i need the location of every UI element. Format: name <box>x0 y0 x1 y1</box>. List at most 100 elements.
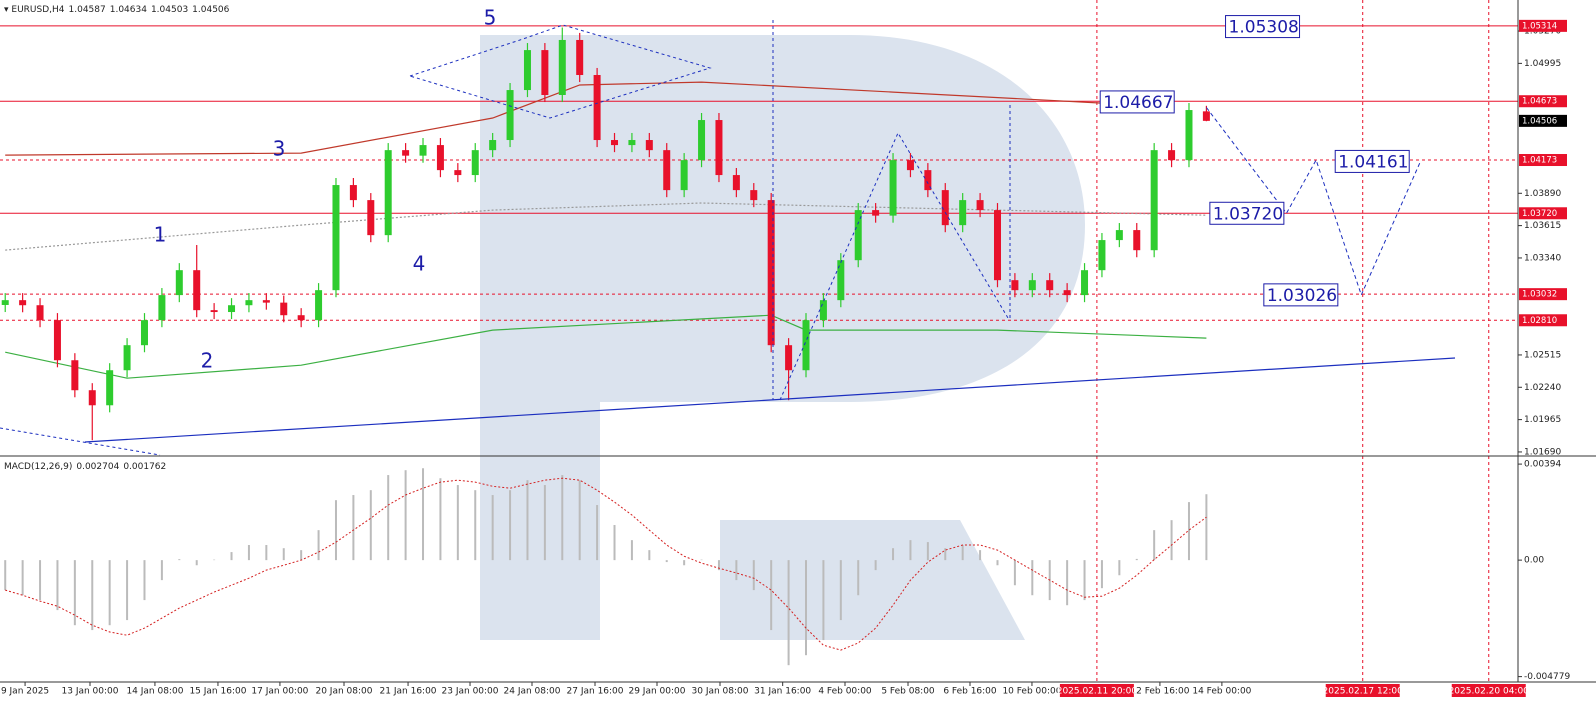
target-box <box>1225 15 1301 39</box>
candle-body <box>158 295 166 321</box>
candle-body <box>732 175 740 191</box>
candle-body <box>349 185 357 201</box>
target-label: 1.05308 <box>1229 18 1299 38</box>
candle-body <box>1150 150 1158 251</box>
candle-body <box>88 390 96 406</box>
level-label: 1.03720 <box>1522 209 1557 219</box>
macd-bar <box>717 560 720 571</box>
signal-line <box>5 477 1207 651</box>
candle-body <box>680 160 688 191</box>
macd-bar <box>39 560 42 601</box>
x-tick-label: 21 Jan 16:00 <box>380 687 437 697</box>
wave-label: 1 <box>154 223 167 247</box>
macd-bar <box>300 550 303 561</box>
x-tick-label: 5 Feb 08:00 <box>881 687 935 697</box>
candle-body <box>941 190 949 226</box>
macd-bar <box>735 560 738 581</box>
level-label: 1.03032 <box>1522 290 1557 300</box>
candle-body <box>663 150 671 191</box>
labels-layer: 1.052701.049951.038901.036151.033401.025… <box>1 6 1570 697</box>
macd-bar <box>387 475 390 561</box>
macd-bar <box>892 548 895 561</box>
x-tick-label: 14 Jan 08:00 <box>126 687 183 697</box>
y-tick-label: 1.03890 <box>1524 189 1561 199</box>
candle-body <box>872 210 880 216</box>
last-low: 1.04503 <box>151 5 188 15</box>
candle-body <box>315 290 323 321</box>
candle-body <box>1202 111 1210 121</box>
candle-body <box>245 300 253 306</box>
last-open: 1.04587 <box>69 5 106 15</box>
macd-bar <box>73 560 76 626</box>
macd-bar <box>596 505 599 561</box>
target-box <box>1209 201 1285 225</box>
candle-body <box>419 145 427 156</box>
candle-body <box>36 305 44 321</box>
macd-bar <box>1135 558 1138 561</box>
x-tick-label: 31 Jan 16:00 <box>754 687 811 697</box>
x-tick-label: 12 Feb 16:00 <box>1130 687 1189 697</box>
macd-bar <box>474 490 477 561</box>
macd-bar <box>126 560 129 621</box>
candle-body <box>959 200 967 226</box>
candle-body <box>436 145 444 171</box>
macd-bar <box>630 540 633 561</box>
trend-line <box>84 357 1456 443</box>
time-marker-box <box>1325 684 1400 697</box>
candle-body <box>1098 240 1106 271</box>
macd-bar <box>369 490 372 561</box>
wave-diamond <box>409 24 712 119</box>
watermark <box>480 35 1085 640</box>
macd-bar <box>909 540 912 561</box>
drawings <box>0 20 1456 456</box>
macd-bar <box>526 480 529 561</box>
x-tick-label: 20 Jan 08:00 <box>315 687 372 697</box>
candle-body <box>1046 280 1054 291</box>
candle-body <box>715 120 723 176</box>
macd-bar <box>543 485 546 561</box>
macd-bar <box>4 560 7 591</box>
candle-body <box>262 300 270 303</box>
macd-bar <box>56 560 59 611</box>
macd-bar <box>265 545 268 561</box>
menu-arrow: ▾ <box>4 5 11 15</box>
candle-body <box>19 300 27 306</box>
macd-header: MACD(12,26,9) 0.002704 0.001762 <box>4 462 166 472</box>
candle-body <box>628 140 636 146</box>
macd-bar <box>213 559 216 561</box>
time-marker-box <box>1451 684 1526 697</box>
macd-bar <box>787 560 790 666</box>
level-label-box <box>1519 19 1567 32</box>
last-close: 1.04506 <box>192 5 229 15</box>
candle-body <box>1168 150 1176 161</box>
macd-bar <box>805 560 808 656</box>
candle-body <box>1081 270 1089 296</box>
wave-label: 5 <box>484 6 497 30</box>
macd-bar <box>1170 520 1173 561</box>
symbol: EURUSD,H4 <box>11 5 64 15</box>
macd-bar <box>352 495 355 561</box>
wave-label: 4 <box>413 252 426 276</box>
x-tick-label: 10 Feb 00:00 <box>1002 687 1061 697</box>
level-label-box <box>1519 314 1567 327</box>
macd-bar <box>439 478 442 561</box>
moving-average <box>5 202 1207 251</box>
chart-header: ▾ EURUSD,H4 1.04587 1.04634 1.04503 1.04506 <box>4 5 230 15</box>
candle-body <box>1 300 9 305</box>
candle-body <box>193 270 201 311</box>
last-price-box <box>1519 114 1567 127</box>
wave-label: 2 <box>201 349 214 373</box>
macd-bar <box>21 560 24 596</box>
x-tick-label: 24 Jan 08:00 <box>504 687 561 697</box>
y-tick-label: 1.04995 <box>1524 59 1561 69</box>
candle-body <box>837 260 845 301</box>
macd-title: MACD(12,26,9) <box>4 462 72 472</box>
x-tick-label: 23 Jan 00:00 <box>442 687 499 697</box>
level-label: 1.04673 <box>1522 97 1557 107</box>
y-tick-label: 1.02515 <box>1524 350 1561 360</box>
macd-bar <box>1066 560 1069 606</box>
candle-body <box>750 190 758 201</box>
candle-body <box>71 360 79 391</box>
macd-bar <box>1013 560 1016 586</box>
